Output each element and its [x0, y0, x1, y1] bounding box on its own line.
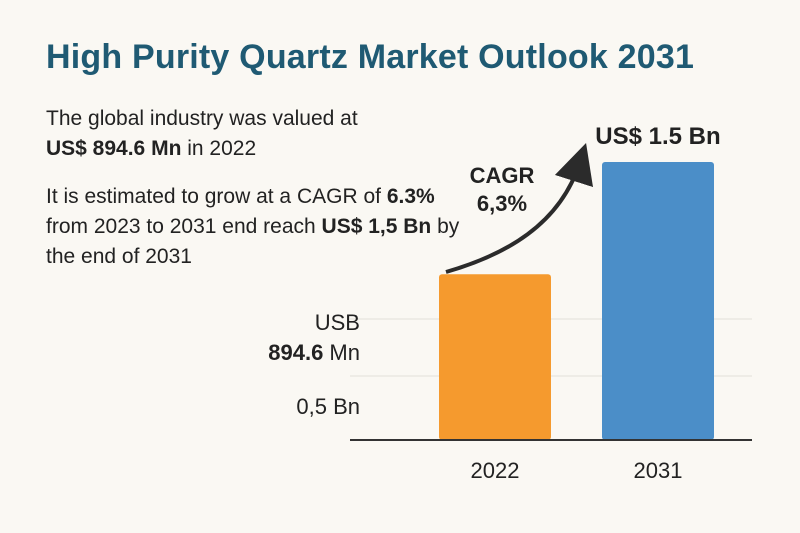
- page-title: High Purity Quartz Market Outlook 2031: [46, 38, 695, 76]
- description: The global industry was valued at US$ 89…: [46, 104, 466, 272]
- data-label-2031: US$ 1.5 Bn: [595, 123, 720, 150]
- description-growth: It is estimated to grow at a CAGR of 6.3…: [46, 185, 460, 268]
- description-valuation: The global industry was valued at US$ 89…: [46, 107, 358, 160]
- y-tick-label-upper-line2: 894.6 Mn: [268, 340, 360, 365]
- growth-arrow: [445, 142, 593, 274]
- x-tick-label-2031: 2031: [634, 458, 683, 483]
- cagr-label-line1: CAGR: [470, 163, 535, 188]
- x-tick-label-2022: 2022: [471, 458, 520, 483]
- cagr-label-line2: 6,3%: [477, 191, 527, 216]
- bar-2022: [439, 274, 551, 440]
- y-tick-label-lower: 0,5 Bn: [296, 394, 360, 419]
- y-tick-label-upper-line1: USB: [315, 310, 360, 335]
- bar-2031: [602, 162, 714, 440]
